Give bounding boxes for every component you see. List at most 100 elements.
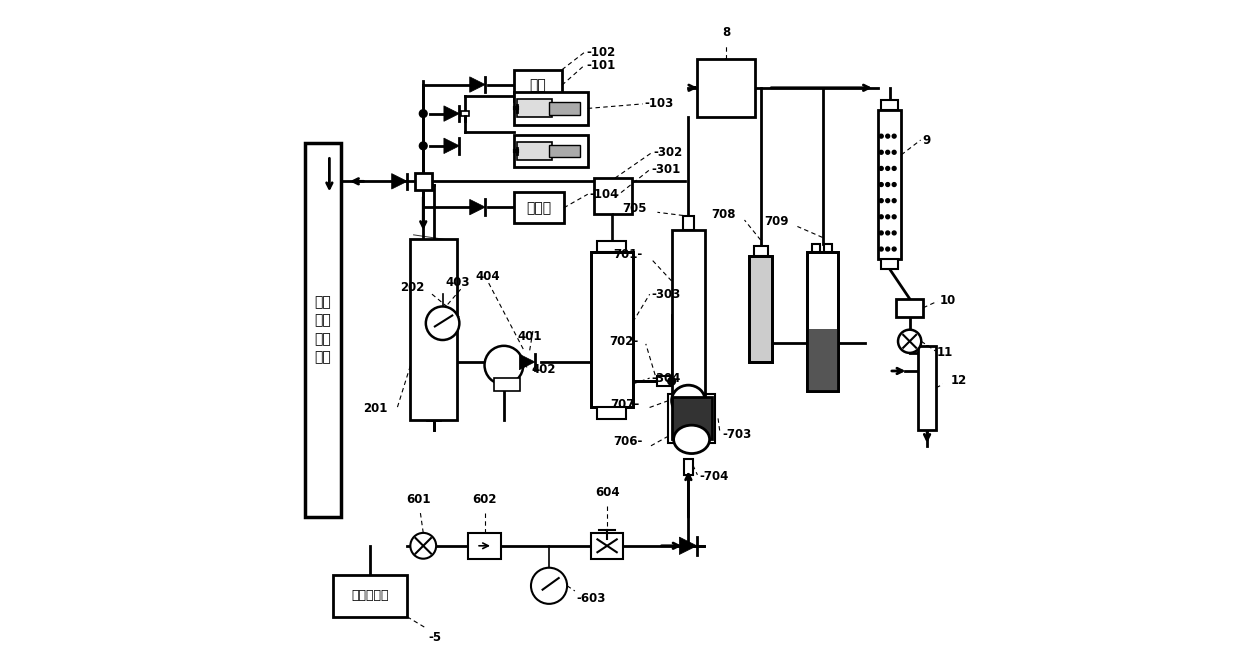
Bar: [332, 575, 407, 617]
Bar: [305, 143, 341, 516]
Circle shape: [885, 150, 889, 154]
Circle shape: [898, 330, 921, 353]
Text: 701-: 701-: [614, 248, 642, 261]
Text: 201: 201: [363, 402, 388, 415]
Bar: [897, 299, 924, 317]
Text: 8: 8: [723, 27, 730, 40]
Circle shape: [410, 533, 436, 559]
Bar: [668, 394, 714, 443]
Polygon shape: [680, 537, 697, 555]
Text: -103: -103: [645, 97, 673, 110]
Text: -603: -603: [577, 592, 606, 605]
Circle shape: [879, 231, 883, 235]
Circle shape: [893, 215, 897, 219]
Text: 705: 705: [622, 202, 647, 215]
Circle shape: [879, 183, 883, 187]
Bar: [882, 259, 898, 269]
Circle shape: [893, 231, 897, 235]
Circle shape: [879, 199, 883, 203]
Ellipse shape: [673, 425, 709, 454]
Circle shape: [885, 215, 889, 219]
Bar: [812, 244, 820, 252]
Bar: [683, 216, 693, 229]
Bar: [549, 102, 580, 115]
Circle shape: [885, 199, 889, 203]
Text: 706-: 706-: [614, 435, 642, 448]
Circle shape: [531, 568, 567, 604]
Text: -102: -102: [587, 46, 616, 59]
Text: 707-: 707-: [610, 398, 640, 411]
Bar: [469, 533, 501, 559]
Text: -703: -703: [722, 428, 751, 441]
Circle shape: [425, 307, 459, 340]
Bar: [517, 99, 552, 117]
Text: 高纯氮气源: 高纯氮气源: [351, 589, 389, 602]
Bar: [591, 252, 632, 407]
Circle shape: [879, 134, 883, 138]
Circle shape: [667, 377, 676, 385]
Ellipse shape: [672, 385, 706, 416]
Circle shape: [893, 183, 897, 187]
Bar: [672, 397, 712, 439]
Polygon shape: [470, 200, 485, 215]
Circle shape: [893, 167, 897, 170]
Text: 体积
排阻
色谱
系统: 体积 排阻 色谱 系统: [315, 295, 331, 364]
Bar: [878, 110, 901, 259]
Text: 10: 10: [940, 294, 956, 307]
Text: 氧化剂: 氧化剂: [526, 201, 552, 214]
Bar: [513, 135, 588, 167]
Bar: [657, 376, 672, 386]
Bar: [598, 407, 626, 419]
Circle shape: [893, 247, 897, 251]
Polygon shape: [444, 106, 459, 121]
Bar: [591, 533, 624, 559]
Text: 709: 709: [765, 215, 789, 229]
Circle shape: [885, 183, 889, 187]
Text: 404: 404: [475, 270, 500, 283]
Text: 601: 601: [405, 492, 430, 506]
Bar: [513, 92, 588, 124]
Circle shape: [419, 142, 427, 150]
Bar: [823, 244, 832, 252]
Text: 702-: 702-: [609, 335, 639, 348]
Circle shape: [879, 215, 883, 219]
Circle shape: [885, 247, 889, 251]
Circle shape: [885, 167, 889, 170]
Bar: [754, 246, 768, 255]
Circle shape: [879, 150, 883, 154]
Text: 401: 401: [517, 330, 542, 343]
Bar: [415, 173, 432, 190]
Circle shape: [879, 167, 883, 170]
Text: -301: -301: [651, 163, 681, 176]
Bar: [495, 378, 520, 391]
Bar: [918, 346, 936, 430]
Text: 9: 9: [923, 133, 931, 146]
Bar: [517, 142, 552, 160]
Text: 12: 12: [951, 373, 967, 386]
Polygon shape: [444, 138, 459, 154]
Text: -704: -704: [699, 470, 729, 483]
Bar: [697, 59, 755, 117]
Text: 403: 403: [445, 276, 470, 289]
Text: -104: -104: [590, 188, 619, 201]
Circle shape: [485, 346, 523, 384]
Circle shape: [893, 150, 897, 154]
Text: 202: 202: [401, 281, 424, 294]
Circle shape: [893, 199, 897, 203]
Bar: [749, 255, 773, 362]
Bar: [807, 329, 838, 391]
Circle shape: [893, 134, 897, 138]
Circle shape: [879, 247, 883, 251]
Text: -302: -302: [653, 146, 683, 159]
Bar: [807, 252, 838, 391]
Bar: [882, 100, 898, 110]
Bar: [598, 240, 626, 252]
Bar: [749, 255, 773, 362]
Bar: [594, 178, 631, 214]
Bar: [410, 239, 456, 420]
Polygon shape: [470, 77, 485, 92]
Text: 402: 402: [532, 363, 556, 376]
Bar: [549, 145, 580, 157]
Bar: [591, 252, 632, 407]
Bar: [513, 70, 562, 100]
